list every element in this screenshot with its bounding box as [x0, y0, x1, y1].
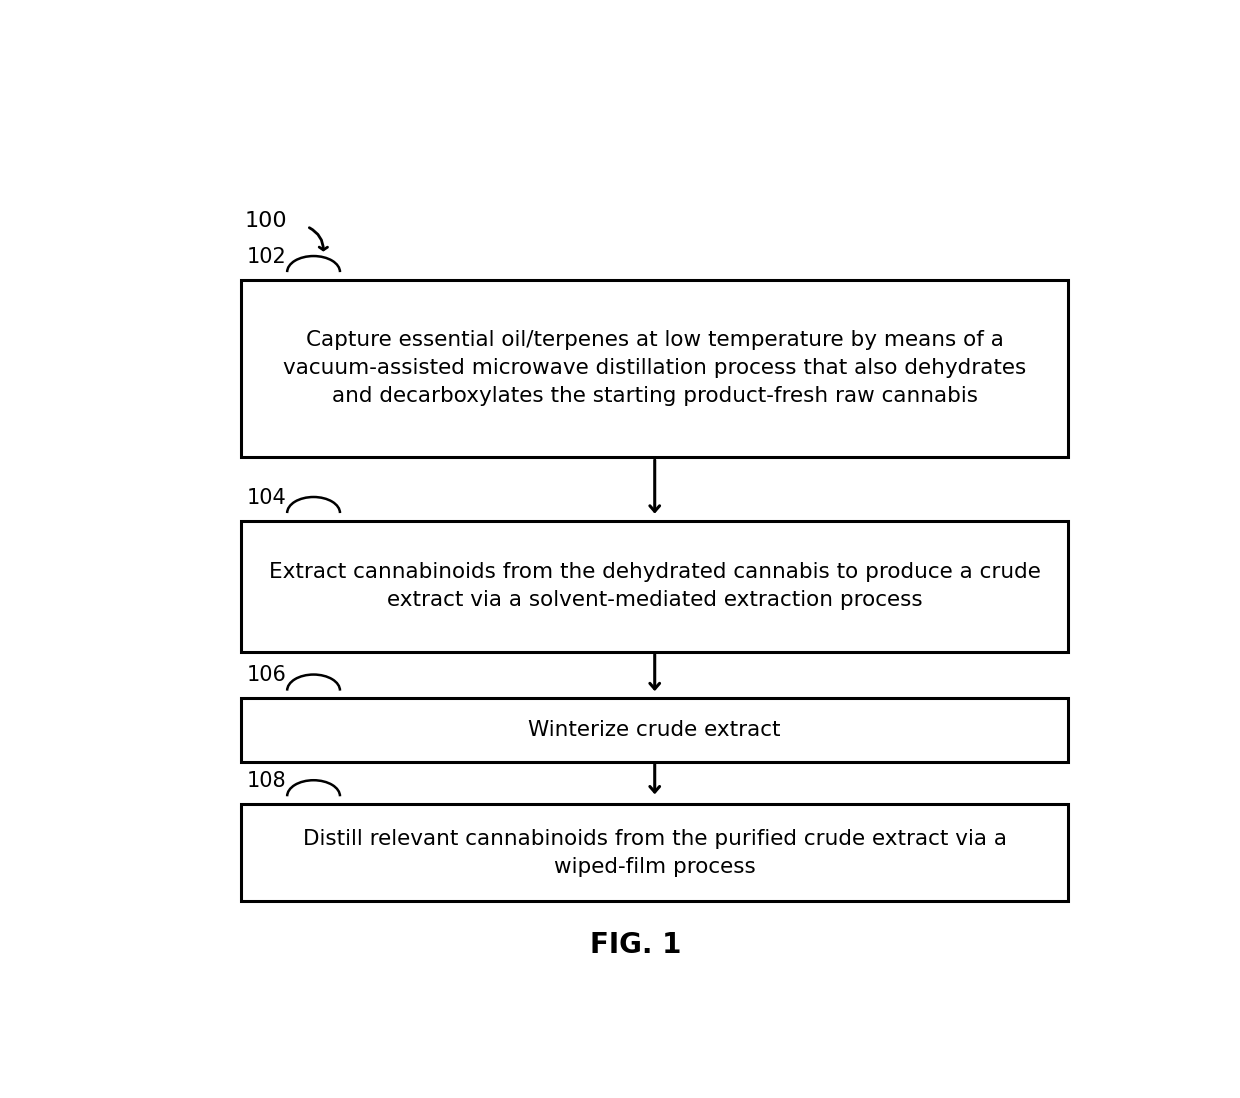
FancyBboxPatch shape [242, 804, 1068, 901]
Text: 104: 104 [247, 488, 286, 508]
FancyBboxPatch shape [242, 698, 1068, 762]
Text: 106: 106 [247, 665, 286, 685]
Text: FIG. 1: FIG. 1 [590, 931, 681, 959]
Text: Winterize crude extract: Winterize crude extract [528, 720, 781, 740]
Text: Distill relevant cannabinoids from the purified crude extract via a
wiped-film p: Distill relevant cannabinoids from the p… [303, 829, 1007, 876]
FancyBboxPatch shape [242, 280, 1068, 457]
Text: Capture essential oil/terpenes at low temperature by means of a
vacuum-assisted : Capture essential oil/terpenes at low te… [283, 330, 1027, 406]
FancyBboxPatch shape [242, 520, 1068, 652]
Text: 100: 100 [244, 211, 286, 231]
Text: 108: 108 [247, 771, 286, 791]
Text: Extract cannabinoids from the dehydrated cannabis to produce a crude
extract via: Extract cannabinoids from the dehydrated… [269, 562, 1040, 610]
Text: 102: 102 [247, 247, 286, 267]
